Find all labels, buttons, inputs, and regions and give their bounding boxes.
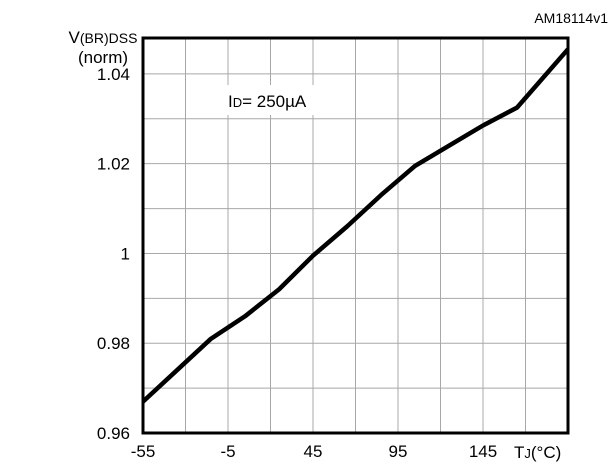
y-tick-label: 1.04 (97, 65, 130, 84)
y-axis-label: V(BR)DSS (69, 28, 138, 47)
y-tick-labels: 0.96 0.98 1 1.02 1.04 (97, 65, 130, 443)
data-series (141, 47, 570, 404)
x-axis-label-sub: J (524, 446, 531, 461)
annotation-label: ID= 250µA (228, 92, 307, 111)
annotation-sub: D (233, 95, 242, 110)
y-axis-label-sub: (BR)DSS (80, 30, 138, 46)
y-tick-label: 0.98 (97, 334, 130, 353)
y-tick-label: 1.02 (97, 155, 130, 174)
x-tick-label: 145 (469, 442, 497, 461)
x-tick-label: 45 (304, 442, 323, 461)
plot-frame (141, 36, 570, 435)
figure-id-label: AM18114v1 (534, 10, 608, 26)
annotation-background (221, 85, 341, 115)
annotation-value: = 250µA (242, 92, 307, 111)
series-line (141, 47, 570, 404)
x-axis-label-unit: (°C) (531, 443, 561, 462)
x-tick-labels: -55 -5 45 95 145 (131, 442, 497, 461)
y-axis-unit: (norm) (78, 48, 128, 67)
x-axis-label-main: T (514, 443, 524, 462)
y-axis-label-main: V (69, 28, 81, 47)
x-tick-label: -5 (220, 442, 235, 461)
x-tick-label: 95 (389, 442, 408, 461)
grid-lines (143, 38, 568, 433)
annotation-main: I (228, 92, 233, 111)
x-axis-label: TJ(°C) (514, 443, 561, 462)
x-tick-label: -55 (131, 442, 156, 461)
y-tick-label: 0.96 (97, 424, 130, 443)
y-tick-label: 1 (121, 244, 130, 263)
